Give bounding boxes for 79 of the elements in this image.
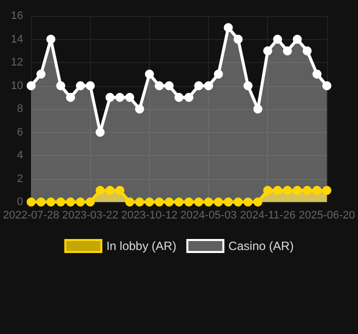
x-tick-label: 2024-05-03 (180, 210, 237, 222)
y-tick-label: 14 (10, 33, 24, 46)
point (302, 46, 312, 56)
point (26, 81, 36, 90)
point (164, 81, 174, 90)
point (46, 34, 56, 44)
point (164, 198, 174, 206)
point (234, 34, 243, 44)
point (106, 92, 114, 102)
point (144, 198, 154, 206)
point (86, 81, 95, 90)
legend-label: Casino (AR) (228, 239, 294, 253)
x-tick-label: 2022-07-28 (2, 210, 60, 222)
point (46, 198, 56, 206)
point (244, 198, 253, 206)
y-tick-label: 2 (17, 172, 24, 185)
point (273, 186, 282, 195)
point (96, 186, 105, 195)
point (312, 186, 322, 195)
point (76, 81, 85, 90)
point (214, 198, 223, 206)
point (253, 198, 262, 206)
point (125, 92, 134, 102)
point (154, 198, 164, 206)
x-tick-label: 2024-11-26 (240, 210, 296, 222)
point (66, 92, 76, 102)
point (312, 70, 322, 79)
point (36, 198, 46, 206)
x-tick-label: 2025-06-20 (298, 210, 356, 222)
point (273, 34, 282, 44)
y-tick-label: 16 (10, 10, 24, 22)
point (184, 198, 194, 206)
point (194, 81, 204, 90)
point (66, 198, 76, 206)
point (263, 46, 272, 56)
y-tick-label: 4 (17, 150, 24, 162)
y-tick-label: 12 (10, 56, 24, 68)
point (56, 198, 66, 206)
point (214, 70, 223, 79)
point (184, 92, 194, 102)
y-tick-label: 10 (10, 80, 24, 92)
point (106, 186, 114, 195)
y-tick-label: 6 (17, 126, 24, 138)
point (244, 81, 253, 90)
point (135, 198, 144, 206)
y-tick-label: 8 (17, 103, 24, 115)
point (302, 186, 312, 195)
point (322, 186, 332, 195)
point (125, 198, 134, 206)
point (253, 104, 262, 114)
point (26, 198, 36, 206)
point (282, 46, 292, 56)
point (322, 81, 332, 90)
point (86, 198, 95, 206)
legend-label: In lobby (AR) (106, 239, 176, 253)
point (144, 70, 154, 79)
point (115, 186, 124, 195)
point (174, 198, 184, 206)
point (263, 186, 272, 195)
point (174, 92, 184, 102)
point (292, 34, 302, 44)
point (224, 23, 233, 32)
point (204, 81, 214, 90)
point (224, 198, 233, 206)
point (135, 104, 144, 114)
x-tick-label: 2023-10-12 (121, 210, 178, 222)
point (204, 198, 214, 206)
point (194, 198, 204, 206)
point (154, 81, 164, 90)
point (234, 198, 243, 206)
point (292, 186, 302, 195)
point (282, 186, 292, 195)
point (56, 81, 66, 90)
point (96, 128, 105, 137)
x-tick-label: 2023-03-22 (62, 210, 118, 222)
point (115, 92, 124, 102)
point (36, 70, 46, 79)
y-tick-label: 0 (17, 196, 24, 208)
point (76, 198, 85, 206)
